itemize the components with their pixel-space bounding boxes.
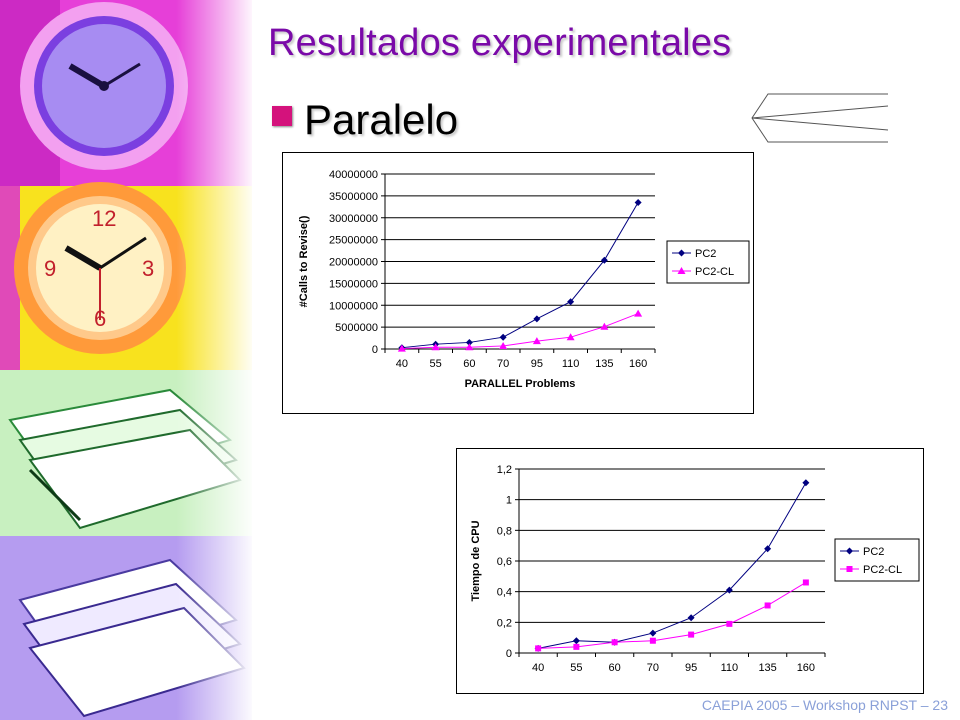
y-tick-label: 30000000 bbox=[329, 213, 378, 225]
y-tick-label: 10000000 bbox=[329, 300, 378, 312]
data-point-pc2-cl bbox=[649, 637, 656, 644]
y-tick-label: 0,2 bbox=[497, 617, 512, 629]
decorative-lines-icon bbox=[751, 93, 889, 143]
x-tick-label: 55 bbox=[570, 662, 582, 674]
data-point-pc2 bbox=[465, 338, 473, 346]
series-line-pc2-cl bbox=[401, 313, 639, 350]
y-tick-label: 0 bbox=[506, 648, 512, 660]
legend-swatch-marker bbox=[846, 547, 853, 555]
y-tick-label: 1,2 bbox=[497, 464, 512, 476]
x-tick-label: 135 bbox=[758, 662, 776, 674]
data-point-pc2-cl bbox=[802, 579, 809, 586]
x-tick-label: 110 bbox=[562, 358, 580, 370]
bullet-text: Paralelo bbox=[304, 96, 459, 143]
y-axis-label: #Calls to Revise() bbox=[298, 215, 310, 307]
data-point-pc2 bbox=[687, 614, 695, 622]
y-tick-label: 25000000 bbox=[329, 235, 378, 247]
sidebar-image-strip: 12 3 6 9 bbox=[0, 0, 252, 720]
series-line-pc2-cl bbox=[538, 582, 807, 649]
x-tick-label: 60 bbox=[609, 662, 621, 674]
x-tick-label: 95 bbox=[685, 662, 697, 674]
cpu-time-chart-svg: 0 0,2 0,4 0,6 0,8 1 1,2 40 55 60 70 95 110 135 160 Tiem… bbox=[470, 464, 920, 674]
y-tick-label: 1 bbox=[506, 495, 512, 507]
legend-box bbox=[666, 240, 750, 284]
data-point-pc2 bbox=[499, 333, 507, 341]
x-tick-label: 95 bbox=[531, 358, 543, 370]
y-axis-label: Tiempo de CPU bbox=[470, 520, 482, 601]
series-line-pc2 bbox=[401, 202, 639, 349]
data-point-pc2 bbox=[572, 637, 580, 645]
data-point-pc2 bbox=[600, 256, 608, 264]
data-point-pc2-cl bbox=[535, 645, 542, 652]
legend-swatch-marker bbox=[846, 566, 853, 572]
data-point-pc2-cl bbox=[532, 337, 541, 345]
x-tick-label: 40 bbox=[396, 358, 408, 370]
legend-label: PC2 bbox=[863, 546, 884, 558]
data-point-pc2-cl bbox=[465, 343, 474, 351]
data-point-pc2 bbox=[533, 315, 541, 323]
data-point-pc2-cl bbox=[573, 643, 580, 650]
legend-label: PC2-CL bbox=[695, 266, 734, 278]
legend-label: PC2 bbox=[695, 248, 716, 260]
data-point-pc2-cl bbox=[600, 322, 609, 330]
legend-swatch-marker bbox=[677, 267, 686, 274]
x-tick-label: 110 bbox=[721, 662, 739, 674]
data-point-pc2 bbox=[764, 545, 772, 553]
data-point-pc2-cl bbox=[499, 341, 508, 349]
data-point-pc2-cl bbox=[431, 343, 440, 351]
sidebar-illustration: 12 3 6 9 bbox=[0, 0, 252, 720]
y-tick-label: 0,8 bbox=[497, 525, 512, 537]
data-point-pc2-cl bbox=[634, 309, 643, 317]
x-tick-label: 135 bbox=[595, 358, 613, 370]
series-line-pc2 bbox=[538, 482, 807, 649]
data-point-pc2 bbox=[725, 586, 733, 594]
y-tick-label: 0,4 bbox=[497, 587, 512, 599]
x-tick-label: 160 bbox=[797, 662, 815, 674]
data-point-pc2 bbox=[567, 298, 575, 306]
slide-title: Resultados experimentales bbox=[268, 22, 732, 64]
y-tick-label: 5000000 bbox=[335, 322, 378, 334]
y-tick-label: 0,6 bbox=[497, 556, 512, 568]
calls-to-revise-chart-svg: 0 5000000 10000000 15000000 20000000 25000000… bbox=[298, 169, 750, 390]
data-point-pc2 bbox=[649, 629, 657, 637]
y-tick-label: 15000000 bbox=[329, 278, 378, 290]
slide-footer: CAEPIA 2005 – Workshop RNPST – 23 bbox=[701, 697, 948, 713]
bullet-square-icon bbox=[272, 106, 292, 126]
x-tick-label: 55 bbox=[430, 358, 442, 370]
data-point-pc2-cl bbox=[688, 631, 695, 638]
cpu-time-chart: 0 0,2 0,4 0,6 0,8 1 1,2 40 55 60 70 95 110 135 160 Tiem… bbox=[456, 448, 924, 694]
x-tick-label: 160 bbox=[629, 358, 647, 370]
x-tick-label: 60 bbox=[463, 358, 475, 370]
calls-to-revise-chart: 0 5000000 10000000 15000000 20000000 25000000… bbox=[282, 152, 754, 414]
data-point-pc2 bbox=[802, 479, 810, 487]
data-point-pc2-cl bbox=[611, 639, 618, 646]
x-axis-label: PARALLEL Problems bbox=[465, 378, 576, 390]
data-point-pc2-cl bbox=[397, 344, 406, 352]
x-tick-label: 70 bbox=[497, 358, 509, 370]
data-point-pc2 bbox=[634, 198, 642, 206]
data-point-pc2-cl bbox=[566, 333, 575, 341]
data-point-pc2-cl bbox=[764, 602, 771, 609]
bullet-item: Paralelo bbox=[272, 96, 458, 146]
y-tick-label: 0 bbox=[372, 344, 378, 356]
x-tick-label: 70 bbox=[647, 662, 659, 674]
data-point-pc2-cl bbox=[726, 620, 733, 627]
legend-swatch-marker bbox=[678, 249, 685, 257]
y-tick-label: 40000000 bbox=[329, 169, 378, 181]
y-tick-label: 35000000 bbox=[329, 191, 378, 203]
legend-box bbox=[834, 538, 920, 582]
y-tick-label: 20000000 bbox=[329, 257, 378, 269]
legend-label: PC2-CL bbox=[863, 564, 902, 576]
x-tick-label: 40 bbox=[532, 662, 544, 674]
